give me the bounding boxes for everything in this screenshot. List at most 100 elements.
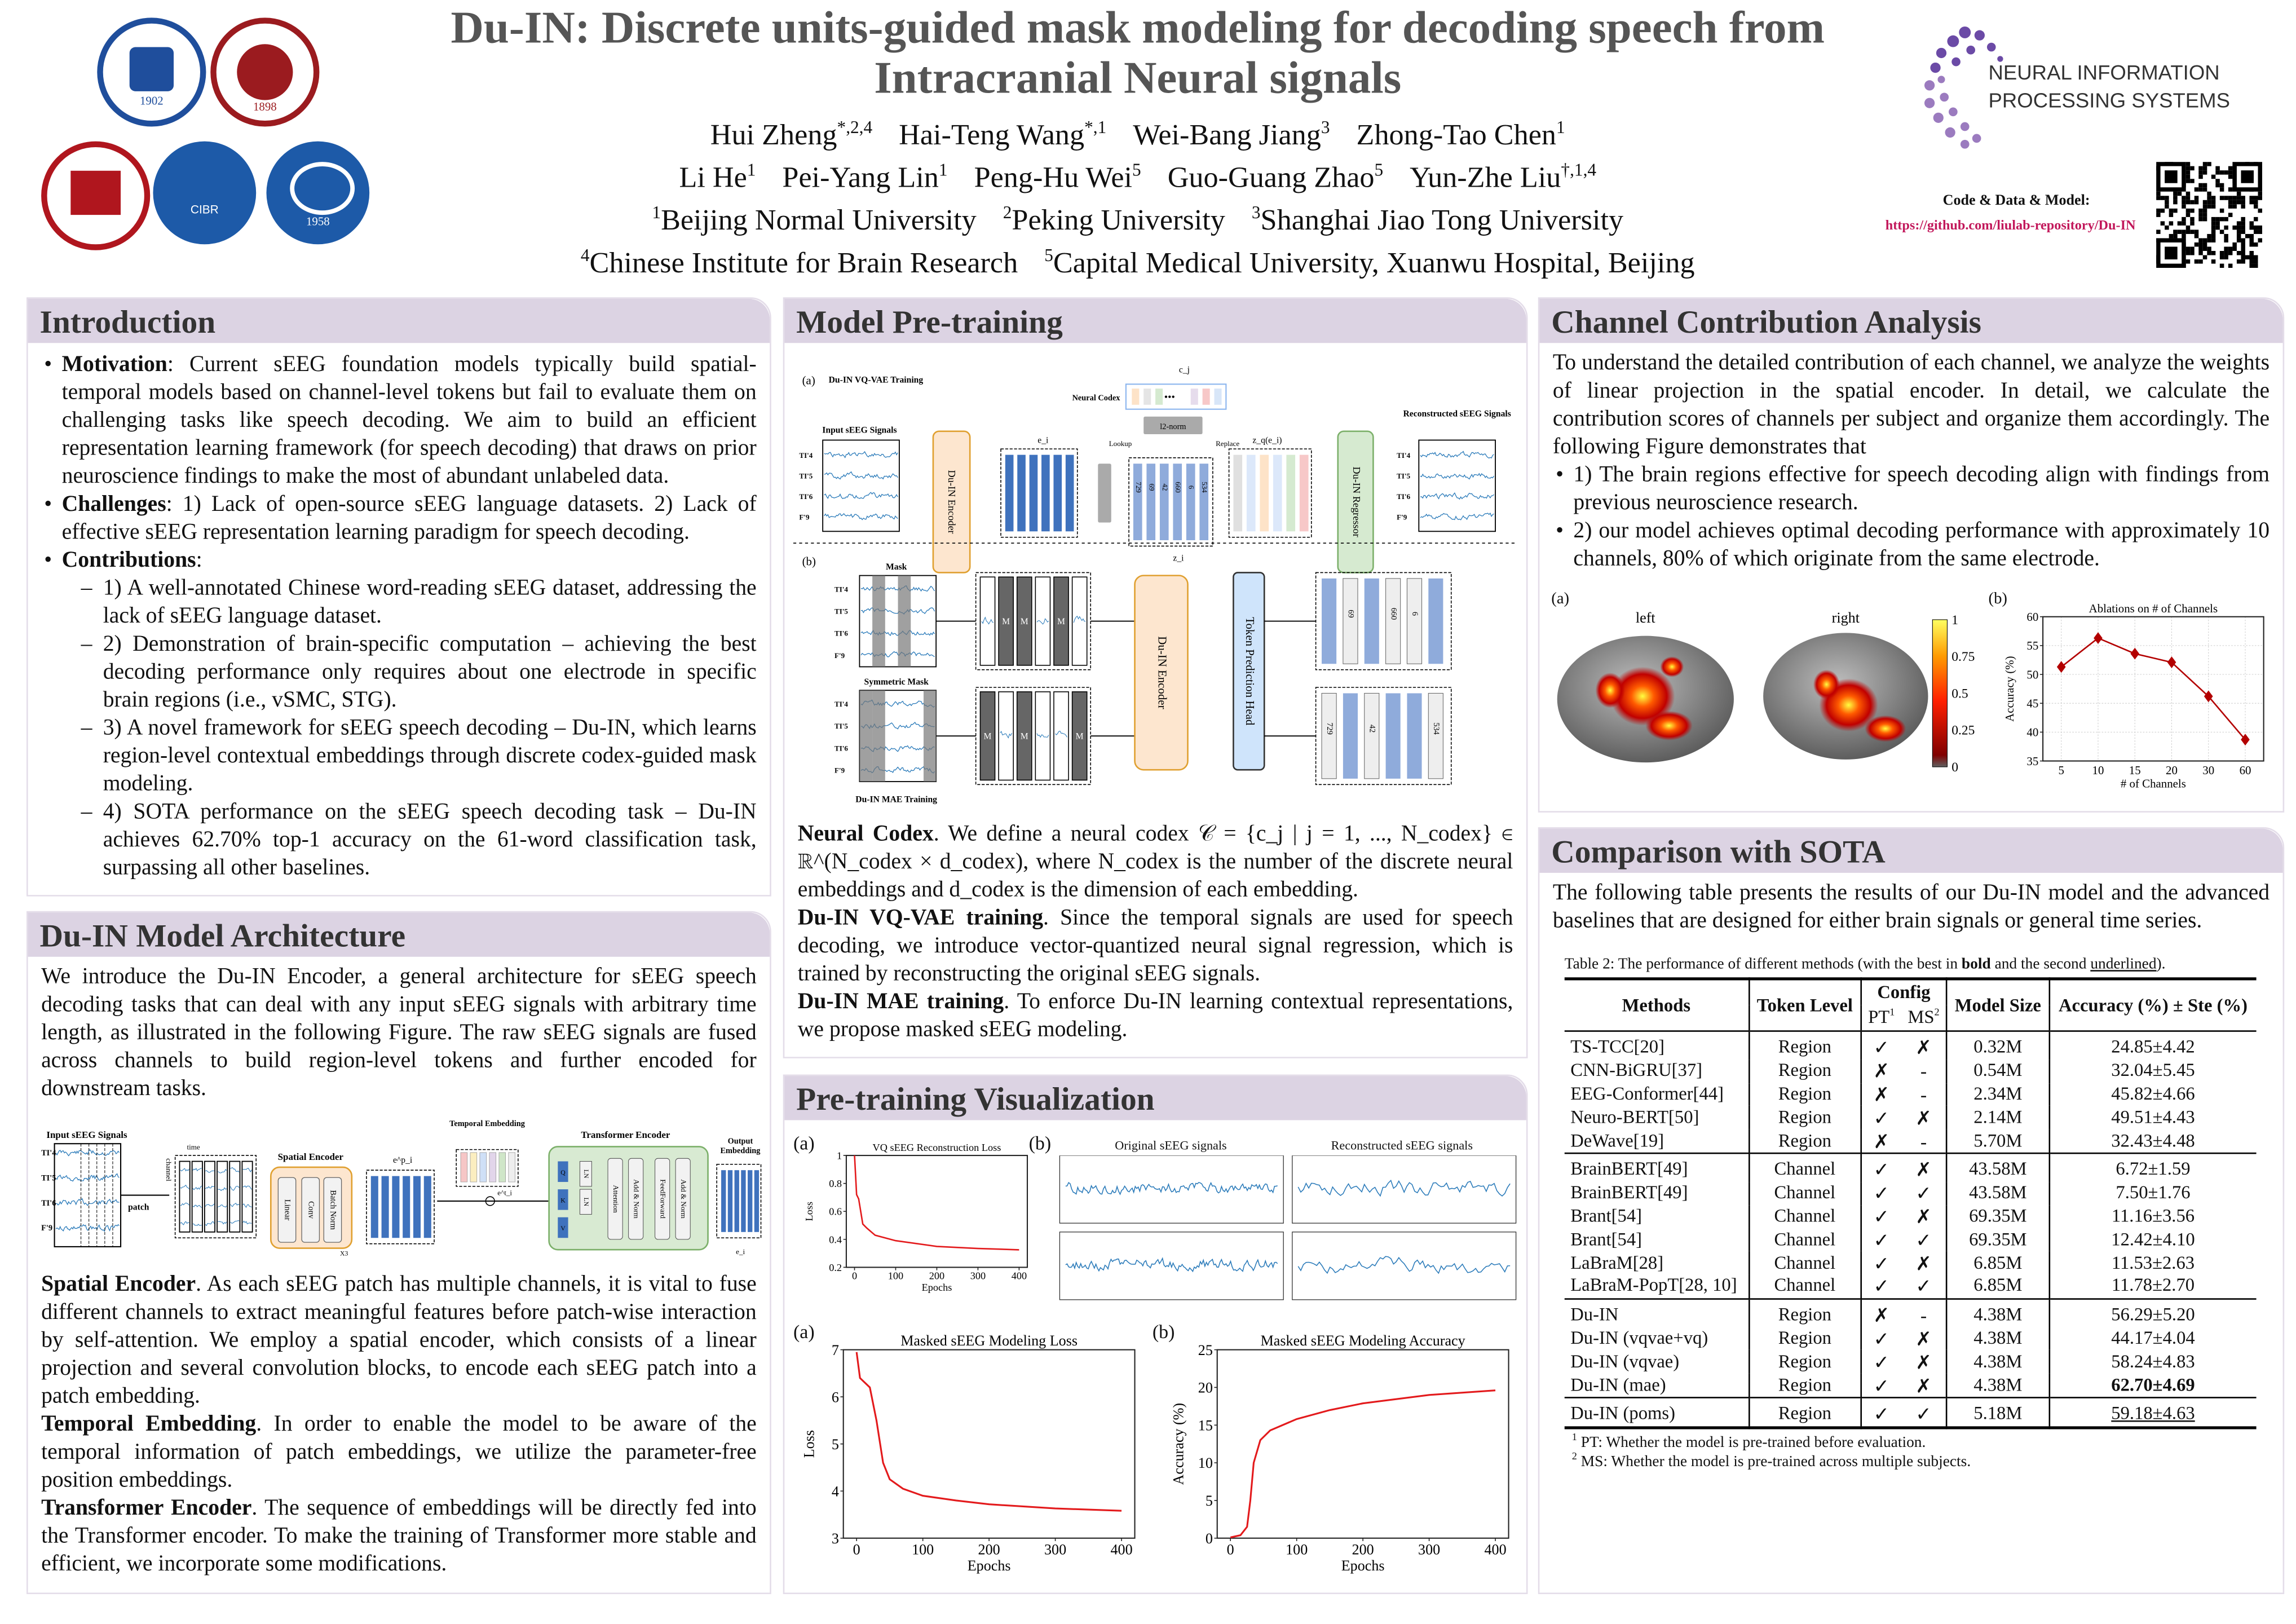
author: Zhong-Tao Chen1 — [1356, 117, 1565, 152]
signal-trace — [242, 1168, 252, 1172]
contribution-item: 4) SOTA performance on the sEEG speech d… — [81, 798, 757, 882]
signal-trace — [218, 1187, 227, 1191]
section-title: Comparison with SOTA — [1539, 828, 2283, 873]
y-tick-label: 50 — [2026, 668, 2038, 681]
svg-text:TI'4: TI'4 — [834, 585, 848, 593]
svg-text:TI'6: TI'6 — [834, 629, 848, 638]
patch-embedding — [403, 1176, 410, 1238]
svg-text:TI'4: TI'4 — [1397, 451, 1410, 460]
y-tick-label: 0.8 — [829, 1178, 842, 1189]
table-row: Du-IN (poms) Region ✓ ✓ 5.18M 59.18±4.63 — [1564, 1397, 2257, 1428]
cell-ms: ✗ — [1915, 1106, 1932, 1129]
qr-code[interactable] — [2156, 162, 2263, 268]
signal-trace — [1065, 1181, 1278, 1195]
spatial-encoder-text: Spatial Encoder. As each sEEG patch has … — [41, 1272, 757, 1409]
encoder-embedding — [1005, 454, 1014, 532]
table-row: Brant[54] Channel ✓ ✓ 69.35M 12.42±4.10 — [1565, 1228, 2257, 1252]
svg-text:0.5: 0.5 — [1951, 686, 1968, 701]
patch-embedding — [370, 1176, 378, 1238]
svg-text:69: 69 — [1147, 483, 1156, 491]
architecture-intro: We introduce the Du-IN Encoder, a genera… — [41, 964, 757, 1101]
cell-pt: ✓ — [1860, 1397, 1901, 1428]
cell-acc: 59.18±4.63 — [2048, 1397, 2257, 1428]
table-row: EEG-Conformer[44] Region ✗ -2.34M 45.82±4.66 — [1565, 1083, 2257, 1106]
signal-trace — [192, 1185, 202, 1190]
cell-level: Region — [1748, 1327, 1861, 1351]
series-line — [1230, 1389, 1496, 1538]
right-hemisphere-label: right — [1832, 610, 1860, 626]
signal-trace — [1297, 1179, 1511, 1197]
cell-size: 5.70M — [1946, 1129, 2050, 1154]
svg-text:6: 6 — [1187, 486, 1196, 489]
cell-size: 43.58M — [1946, 1153, 2050, 1182]
cell-pt: ✓ — [1860, 1228, 1901, 1252]
mae-loss-chart: Masked sEEG Modeling Loss 3 4 5 6 7 0 100 200 300… — [801, 1332, 1136, 1574]
affiliation: 5Capital Medical University, Xuanwu Hosp… — [1044, 245, 1695, 280]
sota-panel: Comparison with SOTA The following table… — [1538, 827, 2285, 1594]
data-point — [2167, 656, 2176, 668]
output-embedding — [721, 1170, 726, 1232]
svg-text:Symmetric Mask: Symmetric Mask — [864, 677, 929, 687]
svg-text:M: M — [1076, 731, 1084, 741]
svg-text:TI'5: TI'5 — [799, 471, 813, 480]
column-header: Model Size — [1946, 978, 2050, 1032]
cell-method: CNN-BiGRU[37] — [1570, 1060, 1703, 1081]
cell-size: 4.38M — [1946, 1373, 2050, 1398]
svg-text:V: V — [560, 1225, 566, 1232]
cell-method: Du-IN (poms) — [1570, 1403, 1675, 1424]
svg-text:Temporal Embedding: Temporal Embedding — [449, 1119, 526, 1128]
svg-text:729: 729 — [1134, 482, 1143, 493]
cell-level: Region — [1748, 1129, 1861, 1154]
signal-trace — [205, 1203, 215, 1207]
affiliations-line-1: 1Beijing Normal University 2Peking Univer… — [365, 200, 1910, 243]
y-tick-label: 6 — [832, 1389, 839, 1405]
cell-method: DeWave[19] — [1570, 1129, 1664, 1151]
table-caption: Table 2: The performance of different me… — [1564, 956, 2166, 973]
plot-frame — [2042, 616, 2264, 762]
svg-text:Conv: Conv — [306, 1201, 315, 1219]
code-url-link[interactable]: https://github.com/liulab-repository/Du-… — [1885, 219, 2136, 235]
signal-trace — [1036, 733, 1049, 738]
svg-text:6: 6 — [1410, 612, 1419, 616]
table-row: Du-IN (mae) Region ✓ ✗ 4.38M 62.70±4.69 — [1565, 1373, 2257, 1398]
cell-level: Region — [1748, 1373, 1861, 1398]
x-tick-label: 100 — [912, 1541, 934, 1557]
cell-pt: ✗ — [1860, 1059, 1901, 1083]
cell-level: Channel — [1748, 1228, 1861, 1252]
output-embedding — [727, 1170, 733, 1232]
signal-trace — [824, 471, 898, 480]
code-token — [1133, 464, 1142, 540]
panel-label-a: (a) — [793, 1132, 815, 1154]
encoder-embedding — [1029, 454, 1038, 532]
section-title: Model Pre-training — [784, 298, 1526, 343]
plot-frame — [1216, 1349, 1509, 1539]
y-tick-label: 35 — [2026, 754, 2038, 768]
cell-pt: ✗ — [1860, 1298, 1901, 1327]
svg-text:e_i: e_i — [1037, 436, 1049, 445]
cell-level: Channel — [1748, 1153, 1861, 1182]
y-tick-label: 0.4 — [829, 1234, 842, 1245]
y-tick-label: 5 — [1206, 1493, 1213, 1509]
transformer-encoder-text: Transformer Encoder. The sequence of emb… — [41, 1495, 757, 1577]
university-logos: 1902 1898 CIBR 1958 — [41, 12, 372, 250]
signal-trace — [1297, 1256, 1511, 1274]
finding-item: 1) The brain regions effective for speec… — [1556, 461, 2269, 517]
channel-intro: To understand the detailed contribution … — [1552, 350, 2270, 460]
cell-size: 4.38M — [1946, 1298, 2050, 1327]
cell-pt: ✓ — [1860, 1373, 1901, 1398]
svg-text:TI'5: TI'5 — [834, 607, 848, 615]
encoder-embedding — [1017, 454, 1026, 532]
y-tick-label: 45 — [2026, 697, 2038, 710]
panel-label-b: (b) — [1028, 1132, 1052, 1154]
channel-contribution-panel: Channel Contribution Analysis To underst… — [1538, 297, 2285, 813]
y-tick-label: 0 — [1206, 1530, 1213, 1547]
svg-text:LN: LN — [582, 1170, 590, 1179]
svg-text:TI'6: TI'6 — [834, 744, 848, 752]
cell-level: Region — [1748, 1350, 1861, 1374]
svg-text:F'9: F'9 — [834, 766, 845, 774]
svg-text:TI'5: TI'5 — [41, 1173, 56, 1182]
mask-patch — [923, 690, 937, 782]
sjtu-logo — [41, 141, 151, 250]
cell-ms: ✗ — [1915, 1374, 1932, 1396]
signal-trace — [242, 1220, 252, 1225]
